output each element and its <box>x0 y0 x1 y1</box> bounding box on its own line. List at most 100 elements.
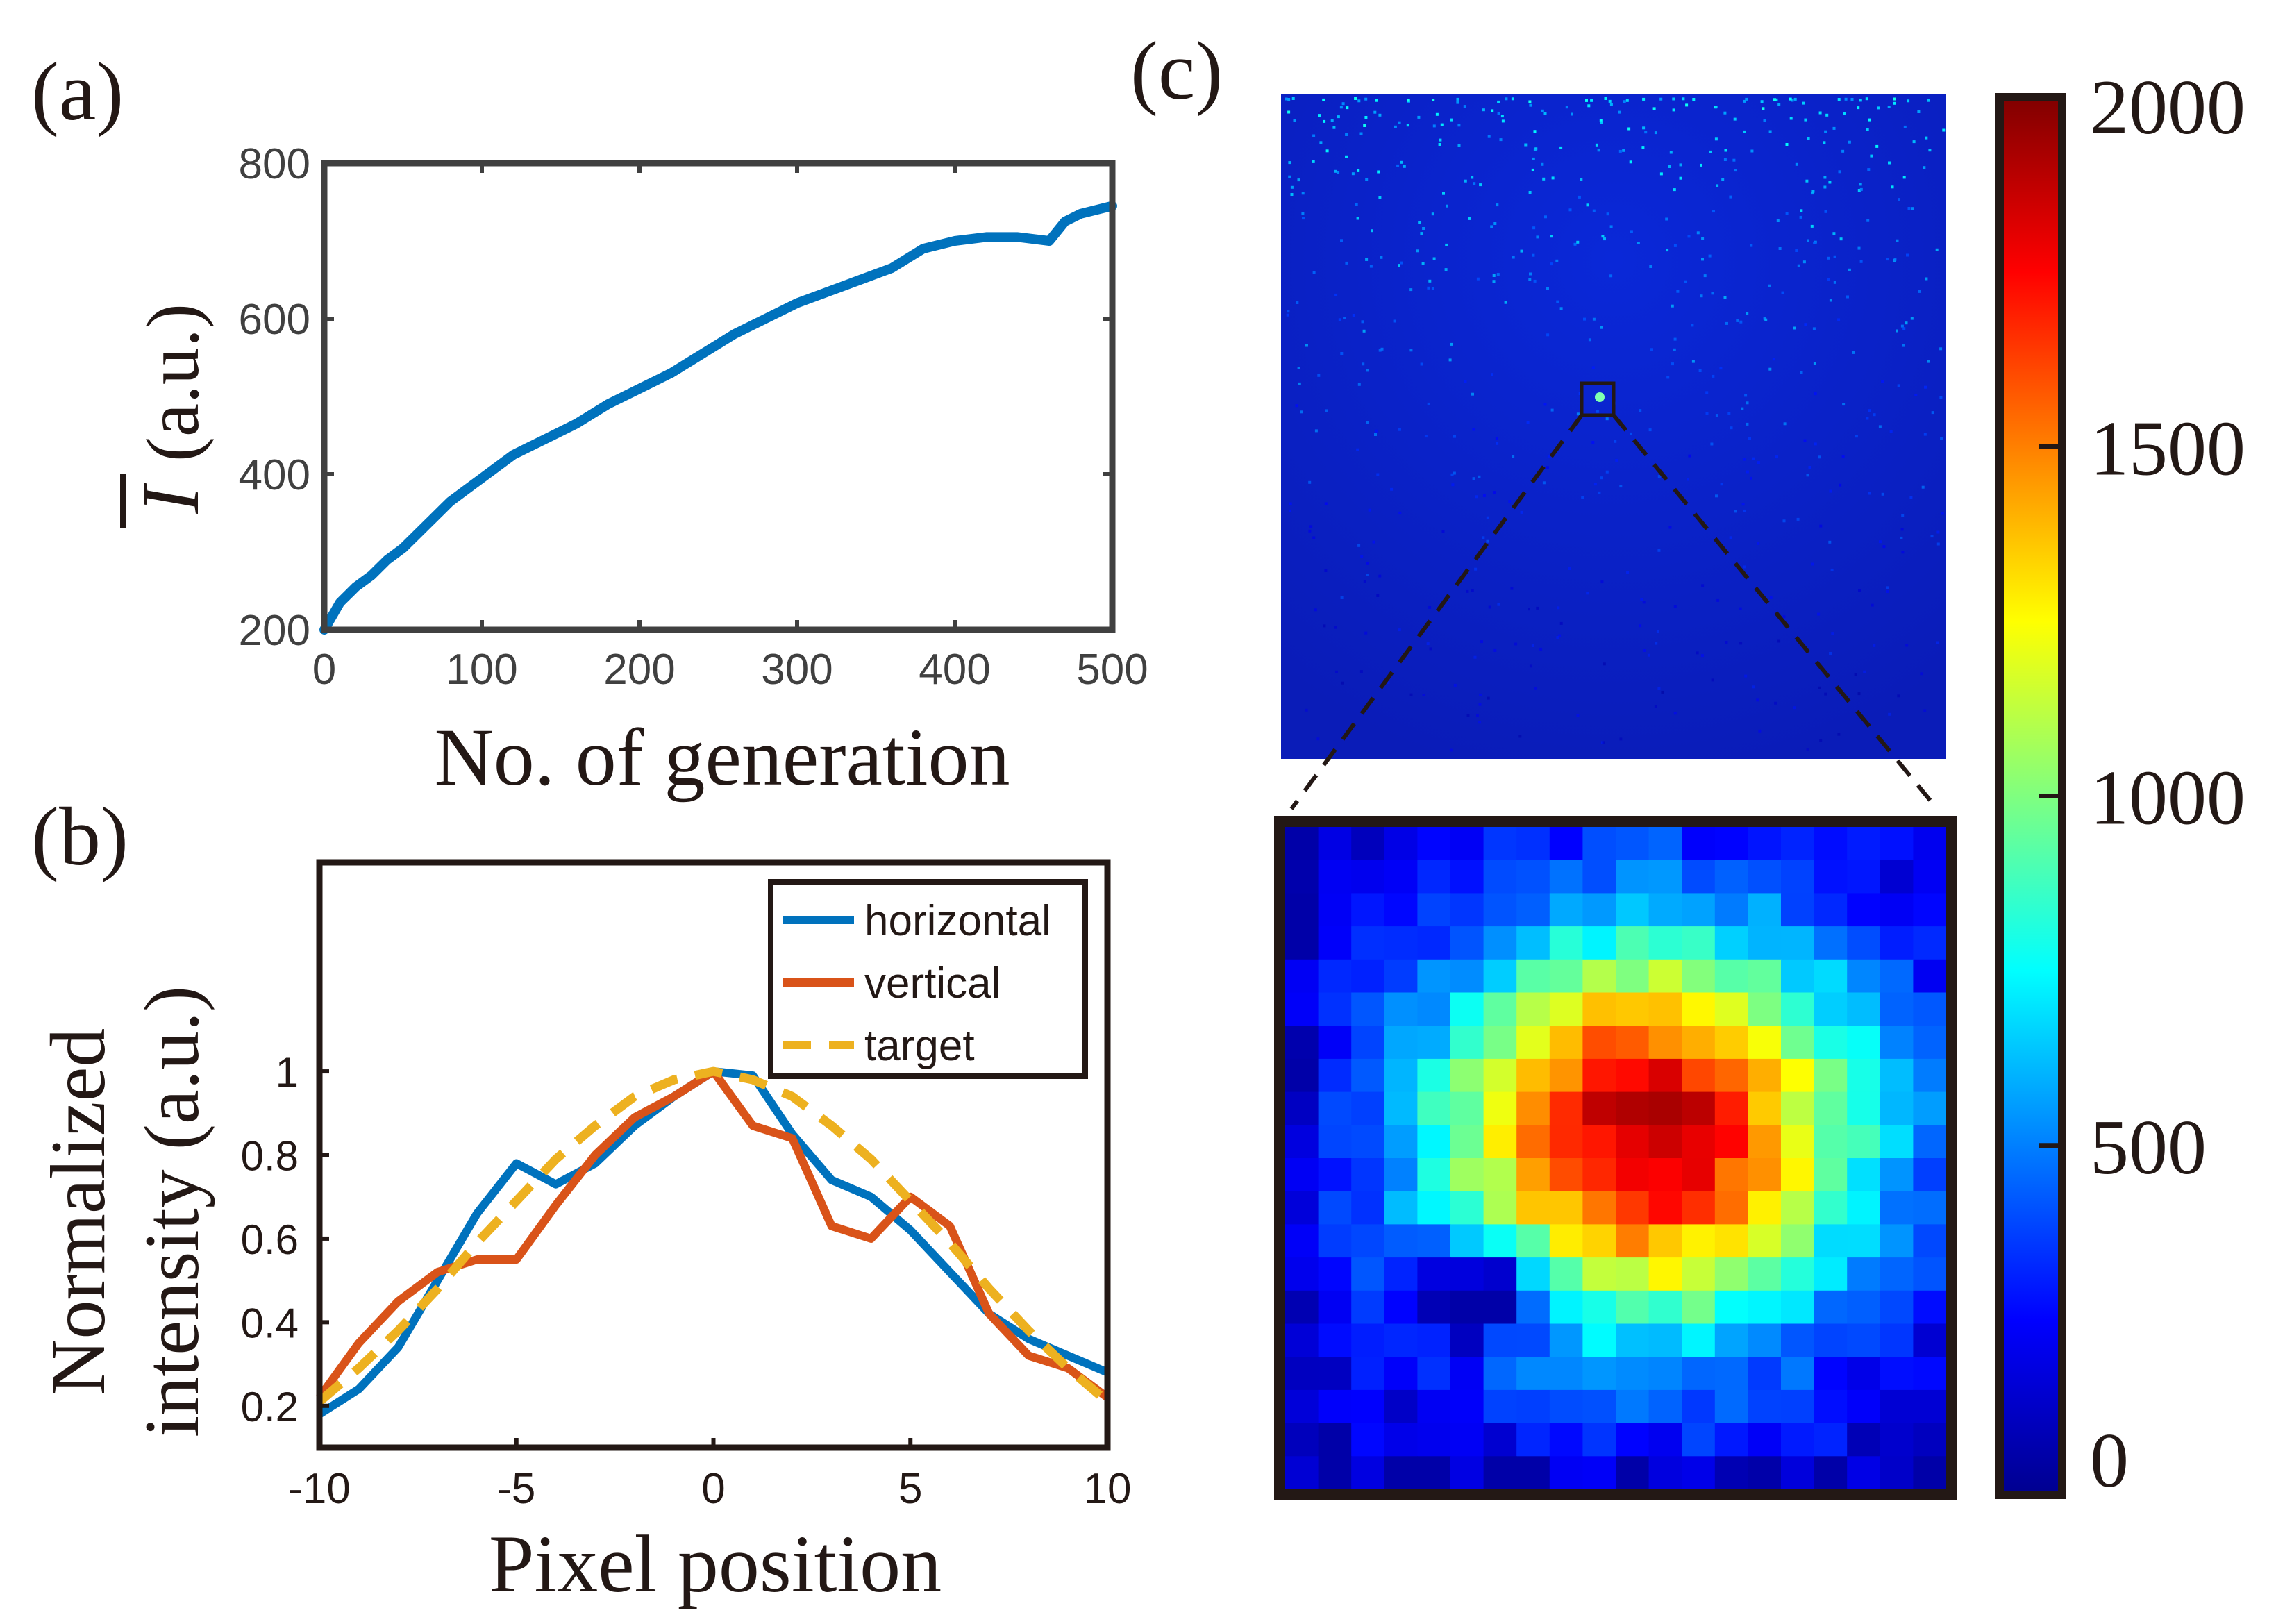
colorbar-tick-label: 1500 <box>2090 405 2245 492</box>
chart-a-data-point <box>951 237 958 244</box>
speckle-dot <box>1398 512 1401 514</box>
chart-b-xlabel: Pixel position <box>489 1518 942 1609</box>
speckle-dot <box>1287 314 1289 317</box>
heatmap-cell <box>1682 1092 1715 1125</box>
speckle-dot <box>1886 258 1889 260</box>
speckle-dot <box>1920 672 1923 675</box>
heatmap-cell <box>1582 1257 1616 1291</box>
heatmap-cell <box>1582 926 1616 960</box>
speckle-dot <box>1450 749 1453 752</box>
chart-b-ytick-label: 0.4 <box>241 1300 299 1346</box>
speckle-dot <box>1323 624 1325 627</box>
chart-a-ytick-label: 400 <box>239 451 310 499</box>
heatmap-cell <box>1748 1191 1781 1225</box>
speckle-dot <box>1417 116 1420 119</box>
heatmap-cell <box>1616 1092 1649 1125</box>
speckle-dot <box>1692 360 1695 363</box>
heatmap-cell <box>1384 1059 1418 1092</box>
speckle-dot <box>1373 111 1376 114</box>
heatmap-cell <box>1351 1456 1384 1489</box>
speckle-dot <box>1442 530 1445 533</box>
chart-a-data-point <box>1078 210 1085 217</box>
speckle-dot <box>1680 163 1682 166</box>
heatmap-cell <box>1781 1291 1814 1324</box>
speckle-dot <box>1308 481 1311 484</box>
speckle-dot <box>1923 166 1925 169</box>
speckle-dot <box>1433 124 1436 127</box>
speckle-dot <box>1811 190 1814 193</box>
heatmap-cell <box>1285 1291 1319 1324</box>
speckle-dot <box>1409 288 1412 291</box>
speckle-dot <box>1901 514 1904 517</box>
speckle-dot <box>1560 307 1563 310</box>
speckle-dot <box>1539 648 1542 651</box>
heatmap-cell <box>1649 1092 1682 1125</box>
chart-a-series-group <box>321 203 1116 633</box>
speckle-dot <box>1358 383 1361 386</box>
speckle-dot <box>1346 106 1348 109</box>
chart-a-ylabel-unit: (a.u.) <box>132 303 215 462</box>
speckle-dot <box>1594 483 1597 485</box>
speckle-dot <box>1308 530 1311 533</box>
chart-b-vertical-point <box>672 1094 676 1098</box>
speckle-dot <box>1366 421 1369 424</box>
speckle-dot <box>1888 162 1891 165</box>
speckle-dot <box>1655 642 1657 645</box>
heatmap-cell <box>1582 1390 1616 1423</box>
speckle-dot <box>1914 394 1917 396</box>
heatmap-cell <box>1715 1291 1748 1324</box>
speckle-dot <box>1824 131 1827 133</box>
heatmap-cell <box>1285 993 1319 1026</box>
speckle-dot <box>1342 102 1345 105</box>
heatmap-cell <box>1582 1357 1616 1390</box>
speckle-dot <box>1285 98 1288 101</box>
heatmap-cell <box>1384 1125 1418 1158</box>
speckle-dot <box>1900 537 1902 539</box>
speckle-dot <box>1897 694 1900 697</box>
chart-a-data-point <box>920 245 927 252</box>
heatmap-cell <box>1847 1357 1880 1390</box>
speckle-dot <box>1768 285 1771 287</box>
heatmap-cell <box>1285 1324 1319 1357</box>
heatmap-cell <box>1649 1257 1682 1291</box>
speckle-dot <box>1609 274 1612 277</box>
speckle-dot <box>1764 119 1766 122</box>
speckle-dot <box>1439 139 1441 142</box>
speckle-dot <box>1757 461 1760 464</box>
heatmap-cell <box>1450 1026 1484 1059</box>
heatmap-cell <box>1516 893 1550 926</box>
speckle-dot <box>1786 143 1789 146</box>
heatmap-cell <box>1880 1390 1914 1423</box>
speckle-dot <box>1581 496 1584 499</box>
speckle-dot <box>1622 149 1625 152</box>
speckle-dot <box>1657 549 1660 552</box>
speckle-dot <box>1730 536 1732 539</box>
speckle-dot <box>1827 278 1830 281</box>
chart-b-target-point <box>830 1123 834 1128</box>
heatmap-cell <box>1450 1456 1484 1489</box>
speckle-dot <box>1643 649 1646 652</box>
speckle-dot <box>1590 99 1593 102</box>
speckle-dot <box>1701 237 1704 240</box>
speckle-dot <box>1490 225 1493 228</box>
chart-a-data-point <box>699 350 706 357</box>
speckle-dot <box>1939 396 1942 399</box>
heatmap-cell <box>1748 1125 1781 1158</box>
speckle-dot <box>1489 606 1491 609</box>
speckle-dot <box>1842 403 1845 405</box>
speckle-dot <box>1442 192 1445 195</box>
heatmap-cell <box>1847 1423 1880 1457</box>
heatmap-cell <box>1417 1158 1450 1191</box>
speckle-dot <box>1524 144 1527 147</box>
speckle-dot <box>1357 99 1360 102</box>
speckle-dot <box>1317 374 1320 377</box>
heatmap-cell <box>1781 993 1814 1026</box>
speckle-dot <box>1866 219 1869 222</box>
speckle-dot <box>1823 176 1826 179</box>
speckle-dot <box>1867 168 1870 171</box>
speckle-dot <box>1292 97 1295 100</box>
heatmap-cell <box>1384 1357 1418 1390</box>
heatmap-cell <box>1516 960 1550 993</box>
heatmap-cell <box>1847 1224 1880 1257</box>
speckle-dot <box>1719 367 1722 369</box>
